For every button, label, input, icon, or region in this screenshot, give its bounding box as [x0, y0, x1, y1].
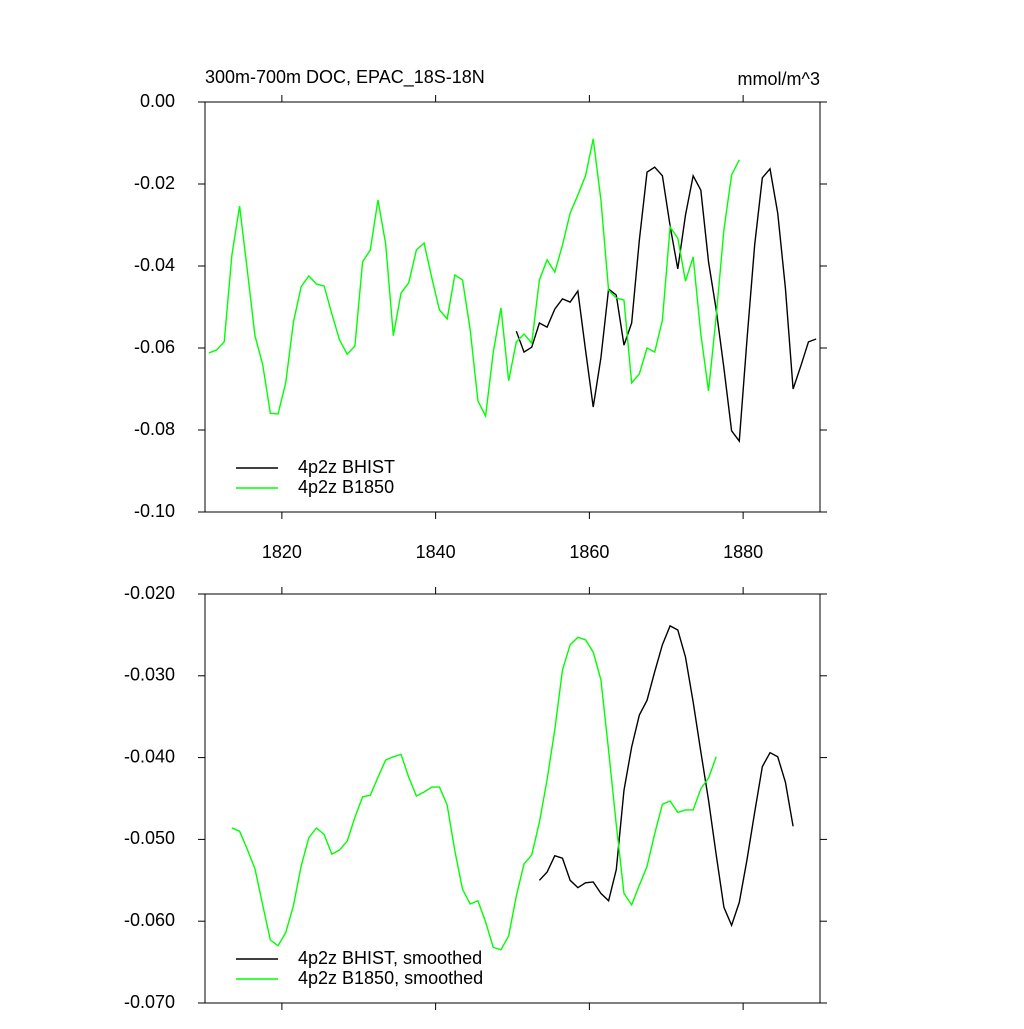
x-tick-label: 1880 — [723, 542, 763, 562]
x-tick-label: 1840 — [416, 542, 456, 562]
legend-label: 4p2z BHIST, smoothed — [298, 948, 482, 968]
y-tick-label: -0.02 — [134, 173, 175, 193]
y-tick-label: 0.00 — [140, 91, 175, 111]
data-line — [231, 636, 717, 951]
y-tick-label: -0.10 — [134, 501, 175, 521]
x-tick-label: 1860 — [569, 542, 609, 562]
data-line — [515, 166, 817, 443]
legend-label: 4p2z BHIST — [298, 457, 395, 477]
y-tick-label: -0.050 — [124, 828, 175, 848]
plot-frame — [204, 593, 821, 1004]
y-tick-label: -0.030 — [124, 665, 175, 685]
chart-title: 300m-700m DOC, EPAC_18S-18N — [205, 67, 485, 88]
y-tick-label: -0.08 — [134, 419, 175, 439]
data-line — [208, 138, 740, 419]
y-tick-label: -0.070 — [124, 992, 175, 1012]
units-label: mmol/m^3 — [738, 69, 820, 89]
y-tick-label: -0.06 — [134, 337, 175, 357]
y-tick-label: -0.020 — [124, 583, 175, 603]
legend-label: 4p2z B1850 — [298, 477, 394, 497]
y-tick-label: -0.04 — [134, 255, 175, 275]
legend-label: 4p2z B1850, smoothed — [298, 968, 483, 988]
y-tick-label: -0.040 — [124, 746, 175, 766]
y-tick-label: -0.060 — [124, 910, 175, 930]
x-tick-label: 1820 — [262, 542, 302, 562]
plot-frame — [204, 101, 821, 513]
data-line — [538, 624, 794, 928]
